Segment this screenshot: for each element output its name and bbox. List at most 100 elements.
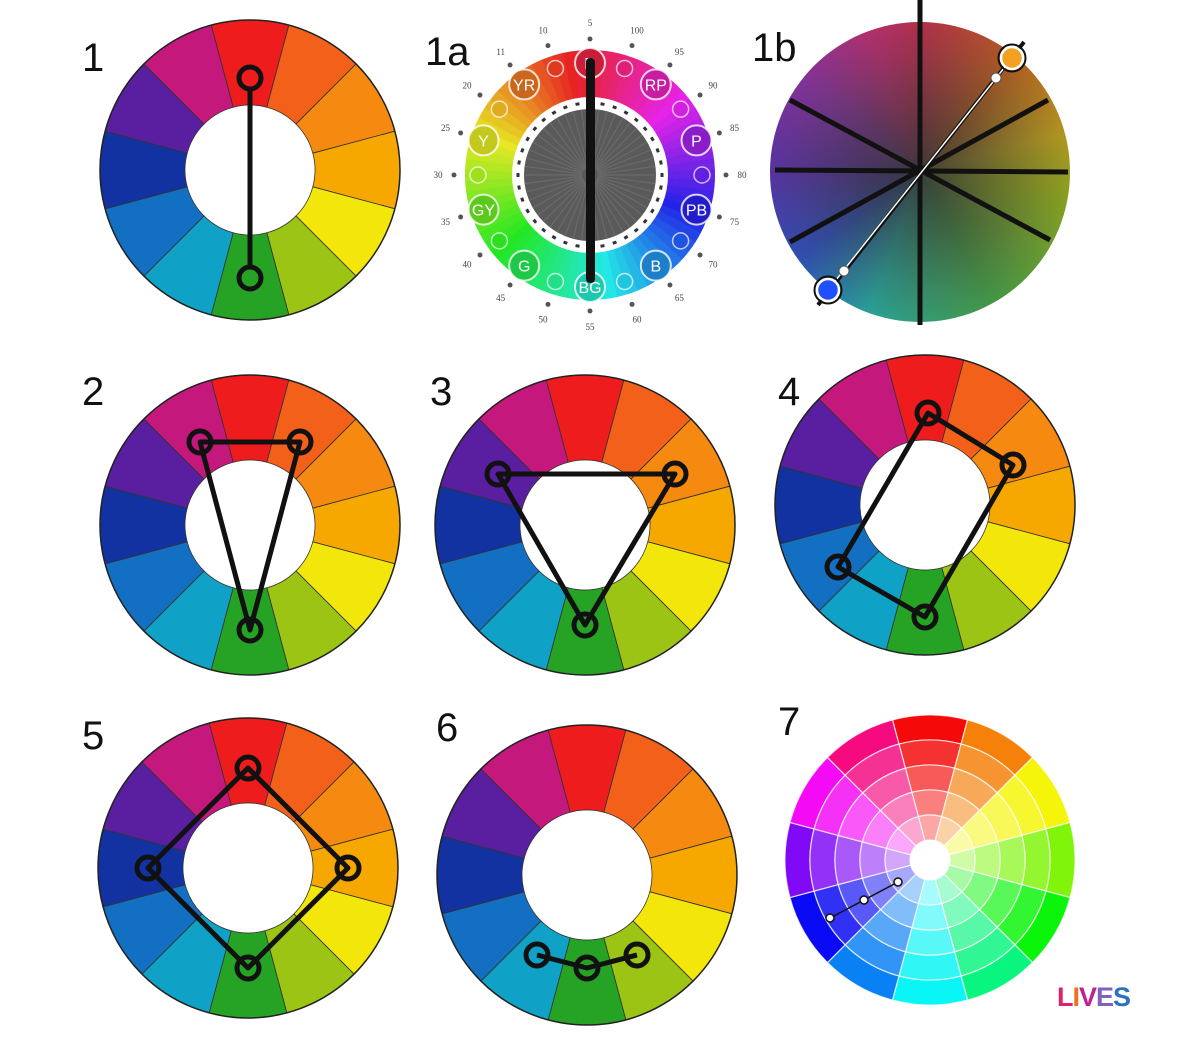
hue-number: 75 [730, 217, 740, 227]
center-ray [595, 127, 638, 170]
center-hole [910, 840, 950, 880]
marker-small [838, 265, 850, 277]
hue-label: Y [478, 133, 489, 150]
center-ray [572, 111, 589, 168]
marker-outline [813, 275, 843, 305]
marker-blue [815, 277, 841, 303]
logo-letter: S [1113, 982, 1131, 1012]
logo-letter: L [1057, 982, 1073, 1012]
scale-tick [562, 105, 568, 110]
number-dot [697, 92, 703, 98]
tint-segment [1021, 828, 1051, 892]
hue-dot [615, 272, 634, 291]
label-3: 3 [430, 370, 453, 414]
harmony-marker [234, 954, 262, 982]
harmony-line [536, 952, 638, 971]
number-dot [545, 301, 551, 307]
marker-outline [997, 43, 1027, 73]
center-ray [526, 176, 583, 193]
hue-number: 20 [463, 81, 473, 91]
scale-tick [623, 235, 629, 240]
hue-label: RP [645, 77, 667, 94]
harmony-marker [914, 399, 942, 427]
label-1b: 1b [752, 26, 797, 70]
harmony-marker [999, 451, 1027, 479]
hue-number: 30 [434, 170, 444, 180]
hue-dot [693, 166, 711, 184]
center-ray [594, 122, 631, 170]
harmony-marker [661, 460, 689, 488]
hue-number: 100 [630, 25, 644, 35]
center-ray [526, 157, 583, 174]
hue-label-circle [508, 249, 541, 282]
center-ray [597, 176, 654, 193]
harmony-marker [236, 616, 264, 644]
label-1a: 1a [425, 30, 470, 74]
hue-number: 90 [708, 81, 718, 91]
number-dot [451, 172, 457, 178]
center-ray [597, 177, 652, 201]
hue-number: 5 [588, 18, 593, 28]
tint-segment [898, 739, 962, 769]
scale-tick [532, 126, 538, 132]
hue-dot [490, 100, 509, 118]
scale-tick [600, 244, 605, 248]
harmony-marker [484, 460, 512, 488]
hue-number: 70 [708, 259, 718, 269]
wheel-outline [97, 717, 399, 1019]
color-wheel-5 [97, 717, 399, 1019]
harmony-marker [286, 428, 314, 456]
hue-label: GY [472, 203, 495, 220]
hue-number: 25 [441, 123, 451, 133]
wheel-1b-overlay [774, 0, 1069, 325]
complement-line [827, 57, 1013, 291]
scale-tick [642, 126, 648, 132]
center-ray [532, 178, 584, 209]
logo-letter: E [1096, 982, 1114, 1012]
scale-tick [516, 173, 520, 177]
scale-tick [642, 218, 648, 224]
center-ray [572, 182, 589, 239]
harmony-marker [825, 913, 835, 923]
hue-number: 45 [496, 293, 506, 303]
center-ray [597, 175, 656, 185]
hue-label-circle [467, 124, 500, 157]
complement-bar [586, 58, 595, 283]
hue-number: 50 [539, 315, 549, 325]
center-ray [549, 122, 586, 170]
center-ray [595, 180, 638, 223]
harmony-marker [523, 941, 551, 969]
color-wheel-4 [774, 354, 1076, 656]
center-ray [537, 179, 585, 216]
harmony-marker [623, 941, 651, 969]
center-ray [592, 113, 616, 168]
hue-dot [469, 166, 487, 184]
number-dot [545, 43, 551, 49]
harmony-line [495, 471, 678, 628]
hue-label-circle [508, 68, 541, 101]
scale-tick [633, 117, 639, 123]
number-dot [458, 130, 464, 136]
hue-label-circle [639, 249, 672, 282]
scale-tick [517, 160, 521, 165]
center-ray [597, 157, 654, 174]
center-ray [595, 134, 643, 171]
center-ray [596, 178, 648, 209]
scale-tick [660, 173, 664, 177]
center-ray [537, 134, 585, 171]
center-ray [594, 180, 631, 228]
scale-tick [655, 147, 660, 153]
hue-label: P [691, 133, 702, 150]
scale-tick [562, 240, 568, 245]
marker-small [990, 72, 1002, 84]
tint-segment [809, 828, 839, 892]
center-ray [556, 181, 587, 233]
center-ray [564, 113, 588, 168]
scale-tick [650, 136, 655, 142]
harmony-marker [911, 603, 939, 631]
hue-dot [671, 232, 690, 250]
scale-tick [650, 208, 655, 214]
hue-label-circle [467, 193, 500, 226]
number-dot [477, 92, 483, 98]
